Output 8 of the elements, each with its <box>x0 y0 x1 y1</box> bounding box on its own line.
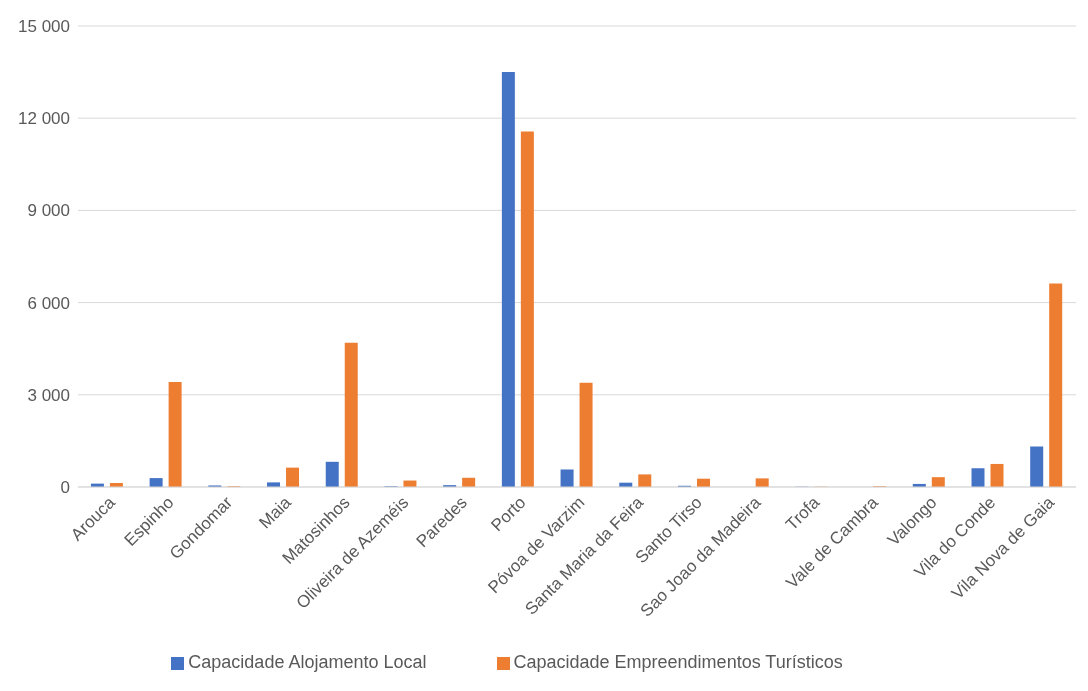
y-tick-label: 9 000 <box>27 201 70 221</box>
y-tick-label: 12 000 <box>18 109 70 129</box>
y-tick-label: 3 000 <box>27 385 70 405</box>
y-tick-label: 0 <box>60 478 70 498</box>
y-tick-label: 6 000 <box>27 293 70 313</box>
y-tick-label: 15 000 <box>18 17 70 37</box>
legend-label: Capacidade Alojamento Local <box>188 652 427 672</box>
legend-label: Capacidade Empreendimentos Turísticos <box>513 652 843 672</box>
